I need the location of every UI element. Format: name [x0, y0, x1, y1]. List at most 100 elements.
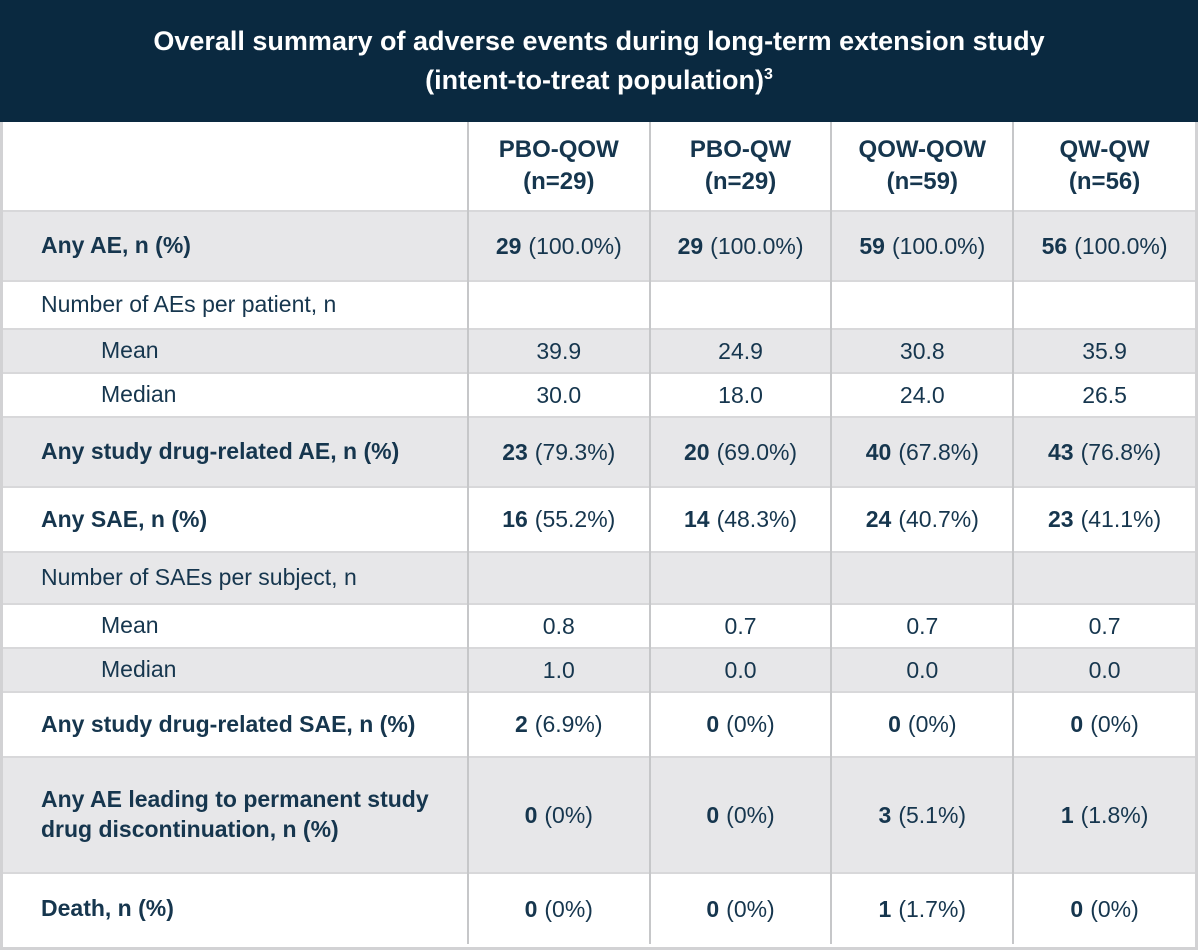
column-header: QOW-QOW (n=59)	[830, 122, 1014, 211]
value-cell: 0.0	[830, 647, 1014, 692]
value-percent: (1.8%)	[1080, 801, 1149, 828]
value-cell: 18.0	[648, 372, 832, 417]
value-count: 26.5	[1082, 381, 1127, 408]
value-percent: (0%)	[726, 895, 775, 922]
value-percent: (100.0%)	[891, 232, 986, 259]
page-title-line1: Overall summary of adverse events during…	[153, 25, 1045, 56]
footnote-superscript: 3	[764, 66, 773, 83]
value-cell	[466, 551, 650, 604]
table-row: Number of SAEs per subject, n	[3, 551, 1195, 604]
value-count: 29	[495, 232, 522, 259]
value-count: 1	[878, 895, 892, 922]
value-count: 39.9	[536, 337, 582, 364]
row-label: Median	[3, 372, 468, 417]
value-cell: 0 (0%)	[648, 756, 832, 873]
value-cell: 24 (40.7%)	[830, 486, 1014, 552]
row-label: Death, n (%)	[3, 872, 468, 944]
value-percent: (69.0%)	[716, 438, 798, 465]
value-percent: (0%)	[1090, 895, 1139, 922]
value-count: 0.7	[906, 612, 939, 639]
value-cell: 39.9	[466, 328, 650, 373]
value-cell: 1 (1.8%)	[1012, 756, 1195, 873]
row-label: Any AE leading to permanent study drug d…	[3, 756, 468, 873]
value-cell: 0 (0%)	[648, 872, 832, 944]
value-count: 24.9	[718, 337, 763, 364]
value-percent: (100.0%)	[1074, 232, 1168, 259]
table-row: Median 1.0 0.0 0.0 0.0	[3, 647, 1195, 692]
value-cell: 0 (0%)	[648, 691, 832, 757]
value-count: 35.9	[1082, 337, 1127, 364]
value-percent: (0%)	[544, 895, 593, 922]
value-cell	[648, 551, 832, 604]
column-header-row: PBO-QOW (n=29) PBO-QW (n=29) QOW-QOW (n=59)…	[3, 122, 1195, 211]
value-cell: 2 (6.9%)	[466, 691, 650, 757]
value-percent: (0%)	[726, 801, 775, 828]
value-cell: 14 (48.3%)	[648, 486, 832, 552]
value-count: 24.0	[899, 381, 945, 408]
value-percent: (41.1%)	[1080, 506, 1162, 532]
row-label: Any AE, n (%)	[3, 210, 468, 281]
value-cell: 30.8	[830, 328, 1014, 373]
value-percent: (0%)	[907, 711, 957, 737]
table-row: Any AE leading to permanent study drug d…	[3, 756, 1195, 873]
value-count: 30.0	[536, 381, 582, 408]
value-percent: (1.7%)	[898, 895, 967, 922]
value-cell: 35.9	[1012, 328, 1195, 373]
value-percent: (76.8%)	[1080, 438, 1162, 465]
value-cell: 16 (55.2%)	[466, 486, 650, 552]
value-cell: 23 (41.1%)	[1012, 486, 1195, 552]
row-label: Number of SAEs per subject, n	[3, 551, 468, 604]
column-header: PBO-QOW (n=29)	[466, 122, 650, 211]
value-cell	[830, 551, 1014, 604]
value-cell: 0.7	[830, 603, 1014, 648]
table-row: Median 30.0 18.0 24.0 26.5	[3, 372, 1195, 417]
value-cell: 43 (76.8%)	[1012, 416, 1195, 487]
value-count: 56	[1041, 232, 1068, 259]
title-bar: Overall summary of adverse events during…	[0, 0, 1198, 122]
page-title-line2: (intent-to-treat population)3	[425, 65, 773, 95]
adverse-events-table: PBO-QOW (n=29) PBO-QW (n=29) QOW-QOW (n=59)…	[3, 122, 1195, 944]
value-count: 0.0	[724, 656, 757, 683]
value-count: 0.7	[724, 612, 757, 639]
value-count: 0.0	[1088, 656, 1121, 683]
table-row: Any AE, n (%) 29 (100.0%) 29 (100.0%) 59 (100.…	[3, 210, 1195, 281]
value-cell: 29 (100.0%)	[466, 210, 650, 281]
value-count: 0	[1070, 895, 1084, 922]
value-percent: (100.0%)	[710, 232, 804, 259]
value-cell: 0 (0%)	[466, 872, 650, 944]
value-count: 0	[706, 895, 720, 922]
value-cell: 24.9	[648, 328, 832, 373]
value-count: 43	[1048, 438, 1074, 465]
value-count: 0	[706, 801, 720, 828]
table-row: Number of AEs per patient, n	[3, 280, 1195, 329]
value-cell	[1012, 551, 1195, 604]
value-cell: 23 (79.3%)	[466, 416, 650, 487]
value-cell: 0 (0%)	[1012, 691, 1195, 757]
value-cell: 0.7	[648, 603, 832, 648]
value-cell: 56 (100.0%)	[1012, 210, 1195, 281]
table-row: Mean 0.8 0.7 0.7 0.7	[3, 603, 1195, 648]
table-row: Death, n (%) 0 (0%) 0 (0%) 1 (1.7%) 0 (0%)	[3, 872, 1195, 944]
value-cell: 3 (5.1%)	[830, 756, 1014, 873]
value-count: 2	[515, 711, 528, 737]
value-percent: (0%)	[1090, 711, 1139, 737]
value-cell: 1.0	[466, 647, 650, 692]
value-cell: 0.0	[1012, 647, 1195, 692]
value-count: 40	[865, 438, 892, 465]
row-label: Number of AEs per patient, n	[3, 280, 468, 329]
table-row: Any study drug-related AE, n (%) 23 (79.3%…	[3, 416, 1195, 487]
value-percent: (0%)	[726, 711, 775, 737]
value-count: 1.0	[542, 656, 575, 683]
table-row: Any SAE, n (%) 16 (55.2%) 14 (48.3%) 24 (40.7%…	[3, 486, 1195, 552]
value-cell: 24.0	[830, 372, 1014, 417]
row-label: Mean	[3, 328, 468, 373]
value-cell: 30.0	[466, 372, 650, 417]
value-cell: 0.8	[466, 603, 650, 648]
row-label: Median	[3, 647, 468, 692]
value-count: 0.0	[906, 656, 939, 683]
column-header: QW-QW (n=56)	[1012, 122, 1195, 211]
value-count: 0	[524, 801, 538, 828]
value-count: 1	[1060, 801, 1074, 828]
column-header: PBO-QW (n=29)	[648, 122, 832, 211]
